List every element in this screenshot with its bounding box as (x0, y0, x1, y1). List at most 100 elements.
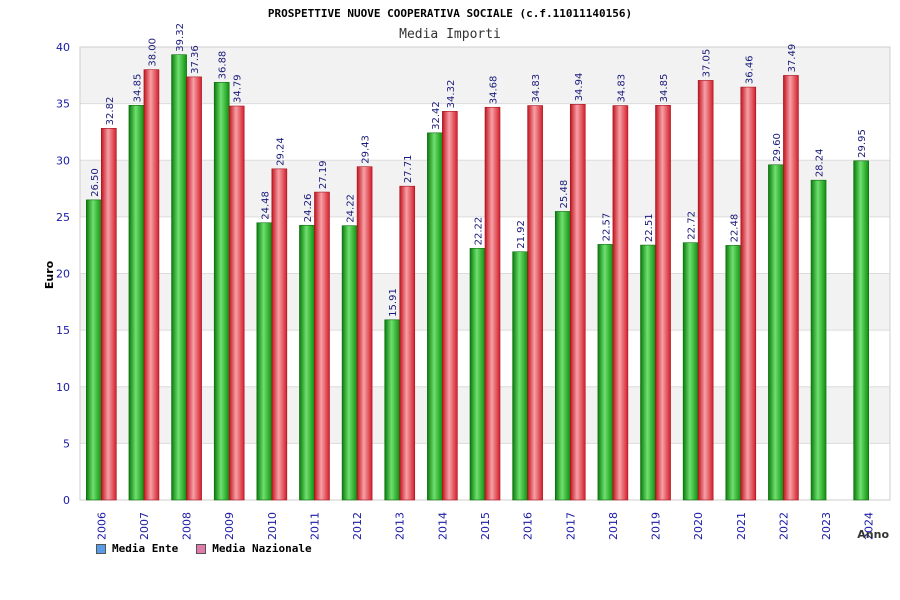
data-label: 29.60 (772, 133, 783, 162)
bar-media-ente (853, 160, 869, 501)
bar-media-ente (256, 222, 273, 501)
data-label: 24.26 (303, 194, 314, 223)
data-label: 34.79 (233, 74, 244, 103)
data-label: 29.95 (857, 129, 868, 158)
y-tick-label: 35 (56, 98, 70, 111)
x-tick-label: 2021 (735, 512, 748, 540)
x-tick-label: 2020 (692, 512, 705, 540)
bar-media-ente (171, 54, 187, 501)
data-label: 38.00 (147, 38, 158, 67)
x-tick-label: 2014 (436, 512, 449, 540)
bar-media-ente (384, 319, 401, 501)
data-label: 34.83 (616, 74, 627, 103)
x-axis-label: Anno (857, 528, 889, 541)
legend-item-media-nazionale: Media Nazionale (196, 542, 312, 555)
bar-media-ente (682, 242, 699, 501)
data-label: 37.49 (787, 44, 798, 73)
bar-media-ente (299, 224, 315, 501)
data-label: 25.48 (559, 180, 570, 209)
data-label: 28.24 (815, 149, 826, 178)
data-label: 15.91 (388, 288, 399, 317)
data-label: 22.72 (687, 211, 698, 240)
data-label: 32.42 (431, 101, 442, 130)
x-tick-label: 2007 (138, 512, 151, 540)
x-tick-label: 2010 (266, 512, 279, 540)
data-label: 36.46 (744, 55, 755, 84)
bar-media-nazionale (442, 111, 458, 501)
y-tick-label: 20 (56, 268, 70, 281)
bar-media-nazionale (186, 76, 202, 501)
legend-swatch (196, 543, 207, 554)
bar-media-nazionale (356, 166, 373, 501)
bar-media-ente (128, 105, 145, 501)
y-axis-label: Euro (43, 260, 56, 289)
bar-media-ente (597, 244, 614, 501)
data-label: 34.32 (446, 80, 457, 109)
y-tick-label: 5 (63, 437, 70, 450)
bar-media-nazionale (569, 104, 586, 501)
legend: Media Ente Media Nazionale (96, 542, 312, 555)
bar-media-nazionale (143, 69, 160, 501)
bar-media-nazionale (697, 80, 714, 501)
bar-media-nazionale (271, 168, 288, 501)
x-tick-label: 2024 (863, 512, 876, 540)
y-tick-label: 10 (56, 381, 70, 394)
bar-media-ente (512, 251, 528, 501)
legend-label: Media Ente (112, 542, 179, 555)
data-label: 37.36 (190, 45, 201, 74)
data-label: 29.43 (361, 135, 372, 164)
bar-media-ente (341, 225, 358, 501)
data-label: 26.50 (90, 168, 101, 197)
bar-media-nazionale (228, 105, 245, 501)
data-label: 34.85 (132, 74, 143, 103)
data-label: 37.05 (702, 49, 713, 78)
axes: 0 5 10 15 20 25 30 35 40 2006 2007 2008 2009 2010 2011… (56, 41, 876, 540)
x-tick-label: 2022 (777, 512, 790, 540)
legend-item-media-ente: Media Ente (96, 542, 178, 555)
bar-media-nazionale (314, 191, 330, 501)
bar-media-nazionale (655, 105, 671, 501)
bar-media-nazionale (740, 86, 757, 501)
data-label: 39.32 (175, 23, 186, 52)
legend-label: Media Nazionale (212, 542, 312, 555)
data-label: 22.48 (729, 214, 740, 243)
y-tick-label: 40 (56, 41, 70, 54)
x-tick-label: 2016 (522, 512, 535, 540)
bar-media-nazionale (399, 185, 416, 501)
data-label: 36.88 (218, 51, 229, 80)
data-label: 22.51 (644, 213, 655, 242)
data-label: 34.83 (531, 74, 542, 103)
x-tick-label: 2023 (820, 512, 833, 540)
data-label: 29.24 (275, 137, 286, 166)
data-label: 27.19 (318, 160, 329, 189)
bar-media-ente (640, 244, 656, 501)
data-label: 32.82 (105, 97, 116, 126)
x-tick-label: 2008 (181, 512, 194, 540)
bar-media-nazionale (101, 128, 117, 501)
x-tick-label: 2011 (308, 512, 321, 540)
x-tick-label: 2006 (95, 512, 108, 540)
bar-media-nazionale (783, 75, 799, 501)
chart-subtitle: Media Importi (399, 27, 501, 42)
x-tick-label: 2019 (650, 512, 663, 540)
y-tick-label: 15 (56, 324, 70, 337)
x-tick-label: 2015 (479, 512, 492, 540)
bar-media-ente (554, 211, 571, 501)
legend-swatch (96, 543, 106, 554)
x-tick-label: 2009 (223, 512, 236, 540)
bar-media-ente (725, 245, 742, 501)
y-tick-label: 30 (56, 154, 70, 167)
data-label: 22.57 (601, 213, 612, 242)
data-label: 34.94 (574, 73, 585, 102)
data-label: 34.85 (659, 74, 670, 103)
x-tick-label: 2017 (564, 512, 577, 540)
data-label: 24.48 (260, 191, 271, 220)
data-label: 24.22 (346, 194, 357, 223)
x-tick-label: 2013 (394, 512, 407, 540)
y-tick-label: 25 (56, 211, 70, 224)
bar-media-nazionale (527, 105, 543, 501)
bar-media-nazionale (484, 106, 501, 501)
bar-media-nazionale (612, 105, 629, 501)
bar-media-ente (427, 132, 443, 501)
